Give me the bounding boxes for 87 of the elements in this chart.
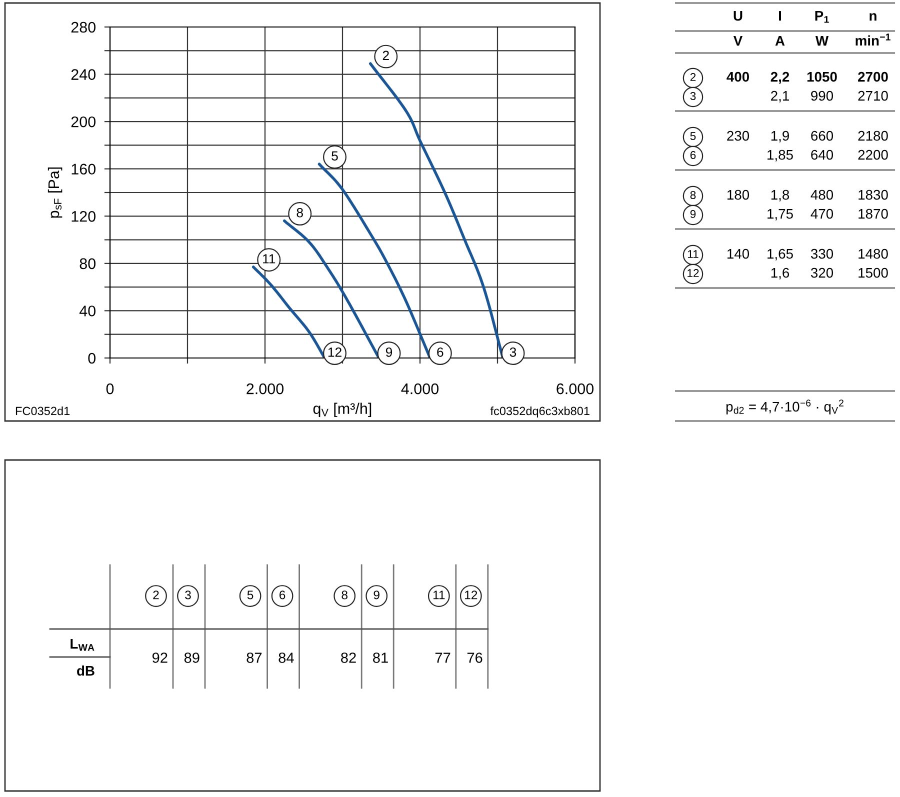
text: V bbox=[733, 36, 743, 46]
x-axis-title: q$_{V}$ [m³/h] bbox=[313, 402, 372, 418]
category-label: 2 bbox=[153, 590, 159, 600]
category-label: 9 bbox=[690, 210, 696, 218]
y-tick-label: 240 bbox=[71, 69, 96, 80]
text: 1500 bbox=[858, 268, 888, 278]
text: FC0352d1 bbox=[16, 406, 70, 416]
annotation: 2 bbox=[382, 50, 389, 60]
data-label: 82 bbox=[341, 652, 356, 663]
text: 1,75 bbox=[768, 209, 793, 220]
data-label: 76 bbox=[467, 652, 482, 663]
category-label: 3 bbox=[690, 92, 696, 100]
text: 1050 bbox=[807, 72, 837, 82]
y-tick-label: 120 bbox=[72, 211, 96, 222]
text: 2180 bbox=[858, 130, 888, 141]
text: 330 bbox=[810, 248, 834, 259]
text: 1,8 bbox=[771, 190, 790, 202]
annotation: 11 bbox=[263, 254, 276, 264]
text: 1,9 bbox=[771, 130, 789, 142]
category-label: 8 bbox=[342, 590, 348, 600]
x-tick-label: 4.000 bbox=[401, 383, 439, 394]
annotation: 9 bbox=[386, 347, 392, 357]
text: min$^{−1}$ bbox=[856, 34, 890, 46]
category-label: 3 bbox=[185, 590, 191, 600]
text: 2,2 bbox=[770, 72, 790, 84]
category-label: L$_{WA}$ bbox=[70, 639, 94, 651]
text: 230 bbox=[727, 130, 750, 141]
category-label: U bbox=[734, 11, 742, 21]
annotation: 12 bbox=[328, 347, 342, 357]
data-label: 87 bbox=[246, 652, 262, 663]
x-tick-label: 0 bbox=[106, 383, 114, 394]
category-label: 12 bbox=[688, 269, 699, 277]
annotation: 8 bbox=[296, 208, 303, 218]
annotation: 6 bbox=[437, 347, 444, 357]
text: 320 bbox=[810, 268, 834, 278]
y-tick-label: 40 bbox=[79, 306, 96, 316]
category-label: n bbox=[870, 13, 876, 21]
text: 1480 bbox=[858, 248, 888, 259]
text: fc0352dq6c3xb801 bbox=[490, 406, 590, 418]
category-label: 2 bbox=[690, 73, 696, 81]
data-label: 92 bbox=[152, 652, 168, 663]
category-label: 5 bbox=[690, 132, 696, 140]
category-label: P$_{1}$ bbox=[815, 11, 829, 23]
category-label: 11 bbox=[688, 250, 698, 258]
x-tick-label: 2.000 bbox=[246, 383, 284, 394]
text: 640 bbox=[811, 150, 834, 160]
category-label: 12 bbox=[465, 590, 478, 600]
category-label: 6 bbox=[280, 590, 286, 600]
category-label: 8 bbox=[690, 191, 696, 200]
annotation: 3 bbox=[510, 347, 516, 357]
text: p$_{d2}$ = 4,7·10$^{−6}$ · q$_{V}$$^{2}$ bbox=[726, 400, 844, 414]
text: 1,6 bbox=[771, 268, 790, 280]
text: 2710 bbox=[858, 90, 888, 101]
text: 2700 bbox=[858, 72, 888, 82]
text: A bbox=[775, 36, 785, 46]
text: 180 bbox=[727, 190, 750, 200]
y-tick-label: 200 bbox=[71, 116, 96, 128]
text: 1830 bbox=[858, 190, 888, 200]
text: W bbox=[815, 36, 829, 46]
text: 1,65 bbox=[768, 248, 793, 260]
y-tick-label: 80 bbox=[80, 258, 96, 270]
y-axis-title: p$_{sF}$ [Pa] bbox=[48, 167, 62, 218]
category-label: 9 bbox=[374, 590, 380, 600]
category-label: 11 bbox=[433, 590, 445, 600]
data-label: 77 bbox=[435, 652, 450, 663]
data-label: 84 bbox=[278, 652, 294, 663]
y-tick-label: 0 bbox=[88, 352, 96, 364]
y-tick-label: 280 bbox=[71, 22, 96, 33]
category-label: dB bbox=[77, 666, 94, 676]
y-tick-label: 160 bbox=[72, 164, 96, 175]
annotation: 5 bbox=[332, 151, 338, 161]
text: 2,1 bbox=[771, 90, 789, 102]
text: 660 bbox=[811, 130, 834, 141]
text: 990 bbox=[811, 90, 834, 101]
text: 480 bbox=[810, 190, 834, 200]
text: 1,85 bbox=[768, 150, 793, 162]
category-label: I bbox=[779, 11, 781, 21]
category-label: 6 bbox=[690, 151, 696, 160]
text: 400 bbox=[726, 72, 750, 82]
category-label: 5 bbox=[247, 590, 254, 600]
x-tick-label: 6.000 bbox=[556, 383, 594, 394]
data-label: 89 bbox=[184, 652, 200, 663]
data-label: 81 bbox=[373, 652, 388, 663]
text: 1870 bbox=[858, 208, 888, 219]
text: 470 bbox=[810, 208, 834, 219]
text: 140 bbox=[727, 248, 750, 259]
text: 2200 bbox=[858, 150, 888, 160]
